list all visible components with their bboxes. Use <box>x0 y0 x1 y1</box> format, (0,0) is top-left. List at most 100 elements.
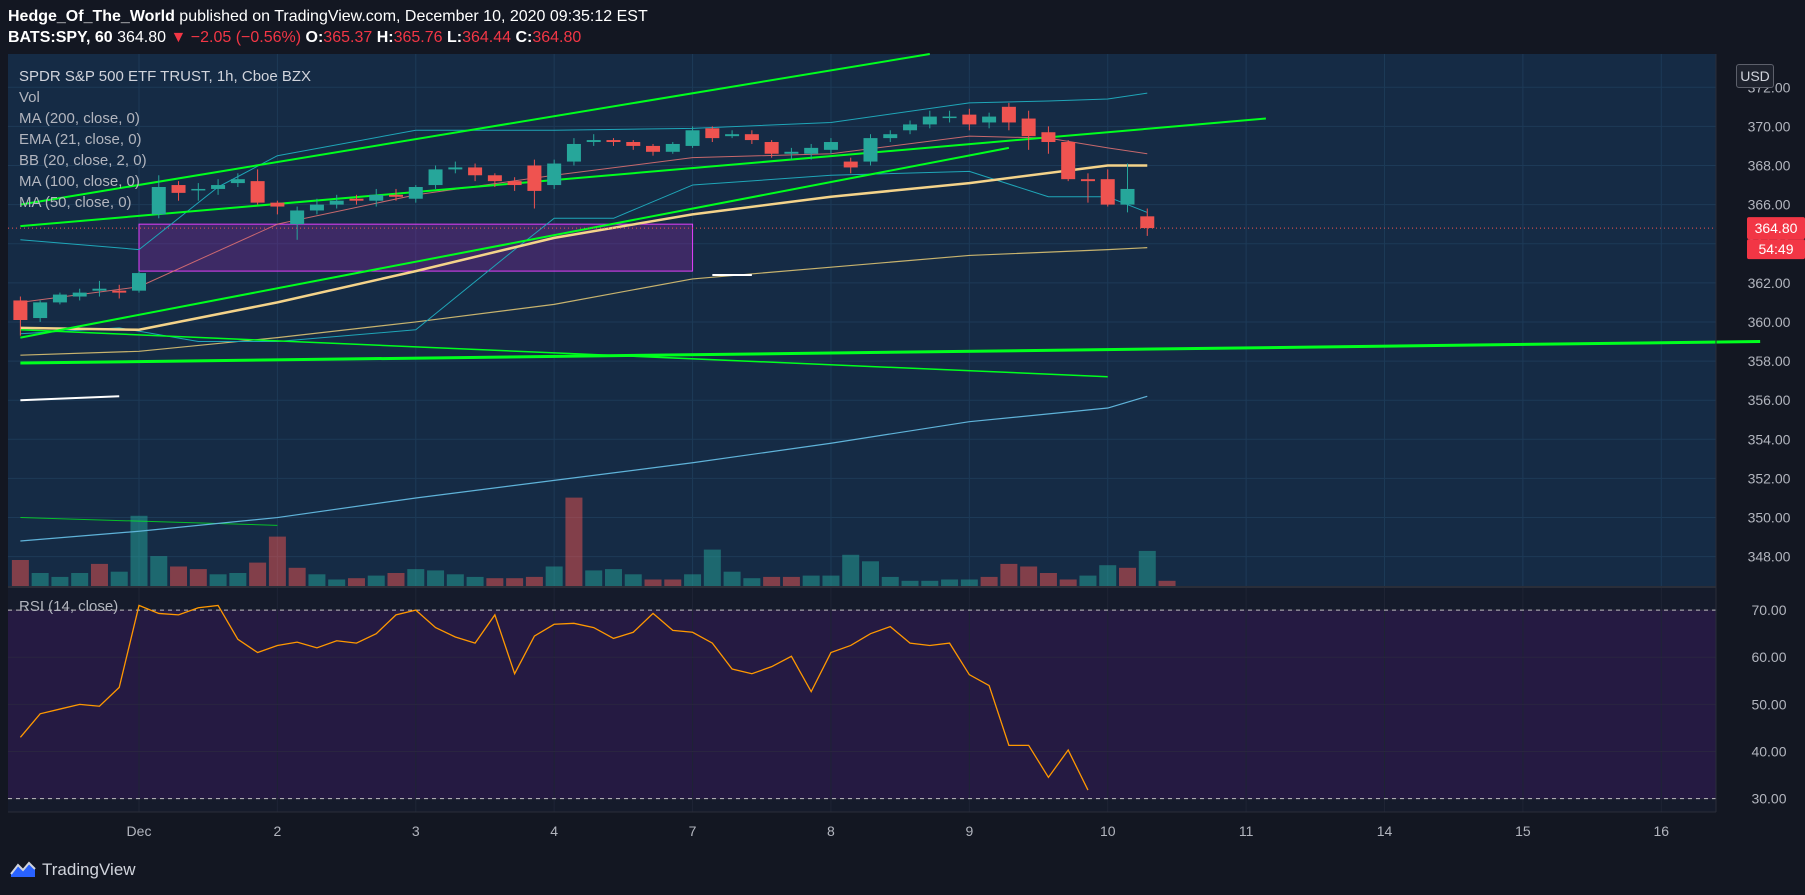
time-tick-label: 9 <box>965 823 973 839</box>
candle <box>705 126 720 143</box>
candle <box>112 284 127 299</box>
candle <box>1001 102 1016 131</box>
candle-body <box>665 143 680 152</box>
trendline <box>20 53 930 206</box>
time-tick-label: 7 <box>689 823 697 839</box>
legend-ma200[interactable]: MA (200, close, 0) <box>19 110 140 127</box>
candle <box>942 110 957 123</box>
candlesticks <box>13 102 1155 336</box>
price-tick-label: 352.00 <box>1748 470 1791 486</box>
rsi-line <box>19 604 1089 791</box>
candle <box>883 130 898 143</box>
candle-body <box>92 288 107 291</box>
candle-body <box>646 145 661 152</box>
candle <box>764 140 779 158</box>
candle-body <box>487 175 502 182</box>
candle <box>349 194 364 205</box>
rsi-tick-label: 50.00 <box>1751 696 1786 712</box>
candle-body <box>389 194 404 197</box>
volume-bar <box>941 579 959 586</box>
candle <box>1120 163 1135 213</box>
rsi-tick-label: 70.00 <box>1751 602 1786 618</box>
candle-body <box>290 210 305 225</box>
candle <box>428 165 443 189</box>
ma200-line <box>20 395 1148 542</box>
candle-body <box>191 188 206 191</box>
candle-body <box>1041 132 1056 143</box>
candle <box>13 296 28 336</box>
grid-lines <box>8 54 1716 812</box>
candle <box>329 194 344 209</box>
legend-title[interactable]: SPDR S&P 500 ETF TRUST, 1h, Cboe BZX <box>19 68 312 85</box>
candle-body <box>270 202 285 207</box>
candle <box>744 130 759 144</box>
candle-body <box>547 163 562 186</box>
legend-ma100[interactable]: MA (100, close, 0) <box>19 173 140 190</box>
volume-bar <box>901 580 919 586</box>
candle <box>230 173 245 187</box>
legend-ma50[interactable]: MA (50, close, 0) <box>19 194 132 211</box>
legend-vol[interactable]: Vol <box>19 89 40 106</box>
legend-ema21[interactable]: EMA (21, close, 0) <box>19 131 142 148</box>
countdown-tag-label: 54:49 <box>1758 241 1793 257</box>
currency-button[interactable]: USD <box>1736 64 1774 88</box>
time-tick-label: Dec <box>127 823 152 839</box>
candle <box>606 138 621 146</box>
volume-ma-line <box>20 517 278 526</box>
trendline <box>20 117 1266 228</box>
rsi-axis-labels: 30.00 40.00 50.00 60.00 70.00 <box>1751 602 1786 806</box>
time-tick-label: 8 <box>827 823 835 839</box>
volume-bar <box>842 554 860 586</box>
volume-bar <box>51 576 69 586</box>
author-name[interactable]: Hedge_Of_The_World <box>8 8 175 25</box>
candle <box>1100 169 1115 207</box>
volume-bar <box>446 574 464 586</box>
drawn-segment <box>20 395 120 402</box>
candle <box>448 161 463 174</box>
high-value: 365.76 <box>393 29 443 46</box>
low-label: L: <box>446 29 463 46</box>
candle-body <box>764 142 779 154</box>
candle-body <box>804 147 819 154</box>
candle-body <box>329 200 344 205</box>
volume-bar <box>822 575 840 586</box>
volume-bar <box>229 573 247 586</box>
candle <box>1140 208 1155 236</box>
candle-body <box>250 181 265 203</box>
rsi-legend[interactable]: RSI (14, close) <box>19 598 119 615</box>
volume-bar <box>11 560 29 586</box>
main-pane-bg <box>8 54 1716 586</box>
candle <box>1041 126 1056 154</box>
trendline <box>20 146 1010 339</box>
open-value: 365.37 <box>323 29 373 46</box>
candle <box>468 163 483 182</box>
candle-body <box>132 273 146 291</box>
volume-bar <box>980 576 998 586</box>
volume-bar <box>347 578 365 586</box>
high-label: H: <box>376 29 394 46</box>
volume-bar <box>1020 566 1038 586</box>
candle-body <box>211 185 226 189</box>
volume-bar <box>486 578 504 586</box>
legend-bb[interactable]: BB (20, close, 2, 0) <box>19 152 147 169</box>
candle <box>566 138 581 166</box>
volume-bar <box>189 569 207 586</box>
candle-body <box>843 161 858 168</box>
volume-bar <box>367 575 385 586</box>
candle-body <box>982 116 997 123</box>
candle-body <box>507 181 522 186</box>
candle-body <box>962 114 977 125</box>
volume-bar <box>387 573 405 586</box>
candle <box>725 130 740 139</box>
volume-bar <box>1039 573 1057 586</box>
candle <box>408 185 423 203</box>
candle <box>33 300 48 322</box>
volume-bar <box>130 515 148 586</box>
trendline <box>20 340 1761 365</box>
price-tick-label: 358.00 <box>1748 353 1791 369</box>
candle-body <box>52 294 67 303</box>
close-value: 364.80 <box>532 29 582 46</box>
candle <box>804 143 819 160</box>
price-tick-label: 366.00 <box>1748 197 1791 213</box>
